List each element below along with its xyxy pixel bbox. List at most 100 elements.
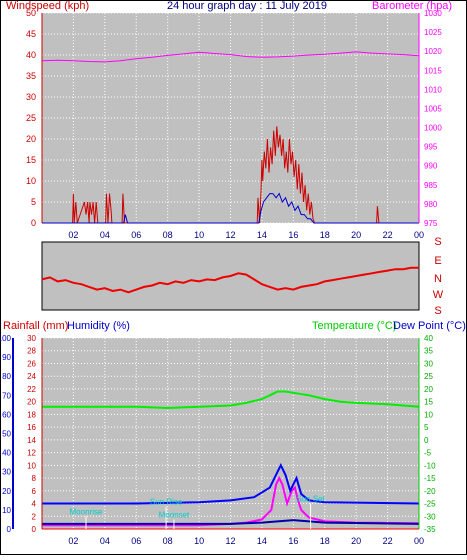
rainfall-tick-label: 26 (27, 359, 36, 368)
temperature-tick-label: -20 (424, 487, 436, 496)
x-tick-label: 08 (163, 230, 173, 240)
x-tick-label: 20 (351, 230, 361, 240)
moonset-marker-label: Moonset (159, 510, 190, 519)
humidity-tick-label: 50 (2, 430, 11, 439)
temperature-tick-label: -10 (424, 461, 436, 470)
x-tick-label: 22 (383, 230, 393, 240)
temperature-tick-label: 20 (424, 385, 433, 394)
compass-label: N (434, 273, 442, 285)
series-line-dew-point-c (42, 519, 420, 525)
barometer-tick-label: 1000 (424, 124, 442, 133)
x-tick-label: 16 (288, 536, 298, 546)
temperature-tick-label: 35 (424, 347, 433, 356)
humidity-tick-label: 30 (2, 468, 11, 477)
barometer-tick-label: 1030 (424, 9, 442, 18)
compass-label: E (434, 255, 441, 267)
compass-label: S (434, 305, 441, 317)
temperature-axis-label: Temperature (°C) (312, 320, 396, 332)
chart-title: 24 hour graph day : 11 July 2019 (167, 0, 327, 12)
x-tick-label: 16 (288, 230, 298, 240)
barometer-tick-label: 1015 (424, 66, 442, 75)
rainfall-tick-label: 0 (32, 525, 37, 534)
series-line-gust-kph (42, 192, 419, 224)
compass-label: S (434, 236, 441, 248)
barometer-tick-labels: 975 980 985 990 995 1000 1005 1010 1015 1020 1025 1… (424, 9, 442, 228)
windspeed-tick-label: 30 (26, 92, 36, 102)
windspeed-tick-label: 20 (26, 134, 36, 144)
rainfall-tick-label: 18 (27, 410, 36, 419)
humidity-tick-label: 60 (2, 410, 11, 419)
windspeed-tick-label: 5 (31, 197, 36, 207)
x-tick-label: 04 (100, 536, 110, 546)
temperature-tick-labels: 40 35 30 25 20 15 10 5 0 -5 -10 -15 -20 -25 -30 -35 (424, 334, 436, 534)
rainfall-tick-label: 2 (32, 512, 37, 521)
barometer-tick-label: 1020 (424, 47, 442, 56)
temperature-tick-label: 10 (424, 410, 433, 419)
humidity-tick-label: 80 (2, 372, 11, 381)
barometer-tick-label: 990 (424, 162, 438, 171)
rainfall-tick-label: 4 (32, 500, 37, 509)
windspeed-tick-label: 50 (26, 8, 36, 18)
top-x-tick-labels: 02 04 06 08 10 12 14 16 18 20 22 00 (68, 230, 424, 240)
rainfall-tick-label: 30 (27, 334, 36, 343)
temperature-tick-label: -30 (424, 512, 436, 521)
wind-direction-line (41, 266, 419, 294)
astro-markers: Moonrise Sun Rise Moonset Sun Set (70, 495, 326, 529)
wind-baro-series (41, 51, 420, 224)
windspeed-tick-label: 45 (26, 29, 36, 39)
temperature-tick-label: 0 (424, 436, 429, 445)
barometer-tick-label: 1025 (424, 28, 442, 37)
humidity-tick-label: 40 (2, 449, 11, 458)
x-tick-label: 12 (225, 536, 235, 546)
sunset-marker-label: Sun Set (296, 495, 325, 504)
rainfall-tick-label: 22 (27, 385, 36, 394)
wind-direction-series (41, 266, 419, 294)
x-tick-label: 00 (414, 536, 424, 546)
rainfall-axis-label: Rainfall (mm) (3, 320, 68, 332)
x-tick-label: 18 (320, 230, 330, 240)
rainfall-tick-label: 20 (27, 398, 36, 407)
humidity-axis-label: Humidity (%) (67, 320, 130, 332)
x-tick-label: 06 (131, 536, 141, 546)
x-tick-label: 04 (100, 230, 110, 240)
compass-label: W (433, 289, 444, 301)
windspeed-tick-labels: 0 5 10 15 20 25 30 35 40 45 50 (26, 8, 36, 228)
x-tick-label: 14 (257, 230, 267, 240)
temp-humidity-series (42, 390, 420, 530)
rainfall-tick-label: 24 (27, 372, 36, 381)
temperature-tick-label: 5 (424, 423, 429, 432)
x-tick-label: 20 (351, 536, 361, 546)
x-tick-label: 06 (131, 230, 141, 240)
sunrise-marker-label: Sun Rise (150, 498, 183, 507)
dewpoint-axis-label: Dew Point (°C) (393, 320, 466, 332)
windspeed-tick-label: 15 (26, 155, 36, 165)
x-tick-label: 10 (194, 536, 204, 546)
rainfall-tick-label: 28 (27, 347, 36, 356)
temperature-tick-label: 15 (424, 398, 433, 407)
series-line-temperature-c (42, 390, 420, 410)
windspeed-tick-label: 40 (26, 50, 36, 60)
temperature-tick-label: 30 (424, 359, 433, 368)
temperature-tick-label: -15 (424, 474, 436, 483)
temperature-tick-label: 25 (424, 372, 433, 381)
windspeed-tick-label: 10 (26, 176, 36, 186)
humidity-tick-label: 20 (2, 487, 11, 496)
series-line-humidity (42, 463, 420, 505)
x-tick-label: 18 (320, 536, 330, 546)
x-tick-label: 10 (194, 230, 204, 240)
x-tick-label: 02 (68, 230, 78, 240)
rainfall-tick-label: 6 (32, 487, 37, 496)
x-tick-label: 02 (68, 536, 78, 546)
humidity-tick-label: 90 (2, 353, 11, 362)
x-tick-label: 00 (414, 230, 424, 240)
bottom-x-tick-labels: 02 04 06 08 10 12 14 16 18 20 22 00 (68, 536, 424, 546)
windspeed-axis-label: Windspeed (kph) (6, 0, 89, 12)
humidity-tick-label: 10 (2, 506, 11, 515)
x-tick-label: 12 (225, 230, 235, 240)
rainfall-tick-label: 8 (32, 474, 37, 483)
windspeed-tick-label: 25 (26, 113, 36, 123)
